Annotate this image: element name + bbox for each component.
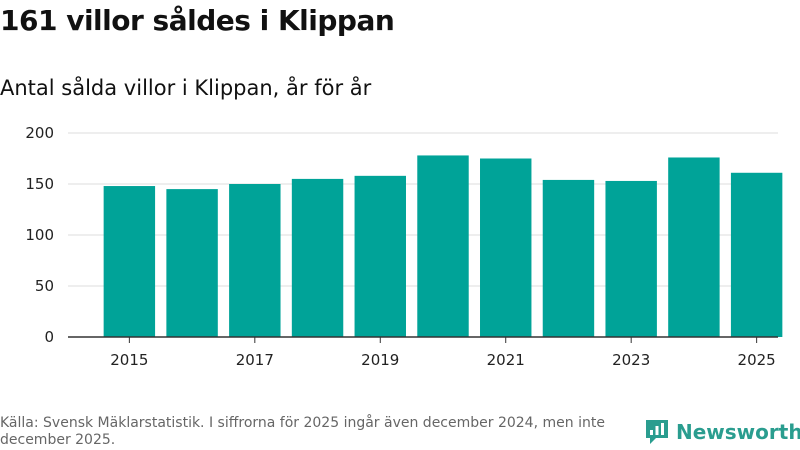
y-tick-label: 150 [25,175,54,193]
y-tick-label: 100 [25,226,54,244]
brand-logo: Newsworthy [644,418,800,446]
x-tick-label: 2023 [612,351,650,369]
chart-title: 161 villor såldes i Klippan [0,4,395,37]
bar-2018 [291,178,344,337]
x-tick-label: 2025 [738,351,776,369]
y-tick-label: 200 [25,124,54,142]
bar-2017 [229,184,281,337]
bar-2020 [417,155,469,337]
bar-chart: 0 50 100 150 200 2015 2017 2019 2021 2023 2025 [25,124,783,369]
bar-2024 [668,157,720,337]
bar-layer [103,155,783,337]
bar-2016 [166,189,218,337]
bar-2023 [605,180,657,337]
y-tick-label: 0 [44,328,54,346]
newsworthy-logo-icon [646,420,668,444]
bar-2022 [542,179,595,337]
bar-2019 [354,175,406,337]
brand-name: Newsworthy [676,420,800,444]
x-tick-label: 2021 [487,351,525,369]
x-tick-label: 2017 [236,351,274,369]
bar-2021 [480,158,532,337]
bar-2025 [730,172,783,337]
source-note: Källa: Svensk Mäklarstatistik. I siffror… [0,415,605,448]
x-tick-label: 2019 [361,351,399,369]
bar-2015 [103,186,156,337]
y-tick-label: 50 [35,277,54,295]
chart-subtitle: Antal sålda villor i Klippan, år för år [0,76,372,100]
axis-layer: 0 50 100 150 200 2015 2017 2019 2021 2023 2025 [25,124,778,369]
x-tick-label: 2015 [110,351,148,369]
